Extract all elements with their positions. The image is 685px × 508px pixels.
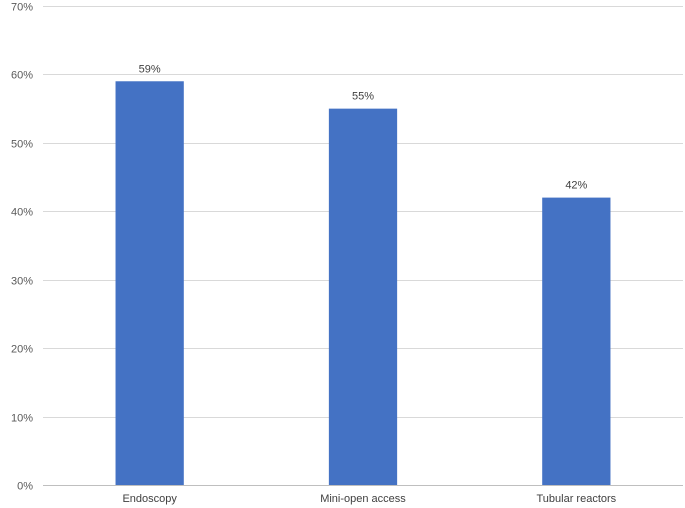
category-label: Tubular reactors (536, 493, 616, 505)
data-label: 42% (565, 180, 587, 192)
y-tick-label: 50% (11, 139, 33, 151)
y-tick-label: 30% (11, 276, 33, 288)
y-axis-ticks: 0% 10% 20% 30% 40% 50% 60% 70% (11, 2, 33, 493)
y-tick-label: 60% (11, 70, 33, 82)
x-axis-categories: Endoscopy Mini-open access Tubular reactor… (122, 493, 616, 505)
y-tick-label: 70% (11, 2, 33, 14)
bar (542, 197, 611, 485)
category-label: Mini-open access (320, 493, 406, 505)
bar (328, 108, 398, 486)
bars (115, 81, 611, 486)
data-label: 55% (352, 91, 374, 103)
y-tick-label: 10% (11, 413, 33, 425)
bar (115, 81, 184, 486)
y-tick-label: 0% (17, 481, 33, 493)
y-tick-label: 20% (11, 344, 33, 356)
y-tick-label: 40% (11, 207, 33, 219)
data-label: 59% (139, 63, 161, 75)
category-label: Endoscopy (122, 493, 177, 505)
data-labels: 59% 55% 42% (139, 63, 588, 191)
